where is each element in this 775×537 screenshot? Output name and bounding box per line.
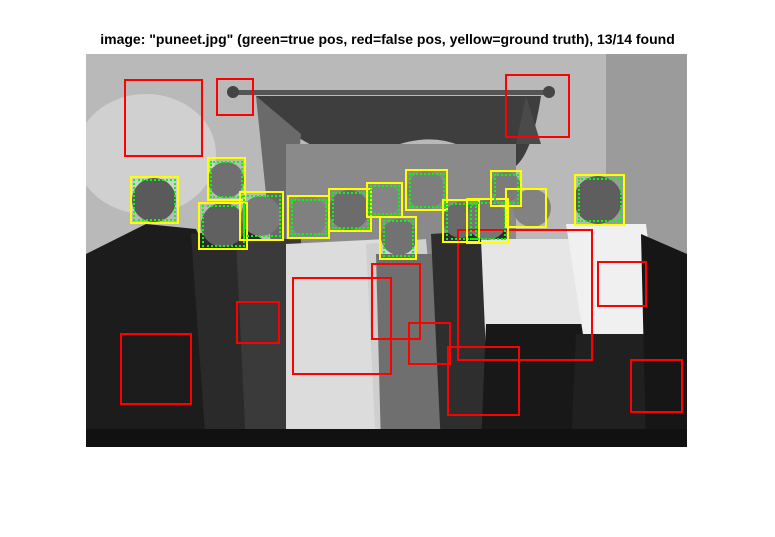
false-positive-box (236, 301, 280, 344)
true-positive-box (243, 195, 281, 237)
false-positive-box (216, 78, 254, 116)
ground-truth-box (207, 157, 246, 201)
false-positive-box (630, 359, 683, 413)
group-photo (86, 54, 687, 447)
false-positive-box (124, 79, 203, 157)
ground-truth-box (379, 216, 417, 260)
true-positive-box (446, 203, 477, 240)
true-positive-box (470, 202, 506, 240)
false-positive-box (120, 333, 192, 405)
ground-truth-box (405, 169, 448, 211)
ground-truth-box (505, 188, 547, 228)
false-positive-box (292, 277, 392, 375)
false-positive-box (371, 263, 421, 340)
ground-truth-box (198, 202, 248, 250)
true-positive-box (383, 220, 414, 257)
ground-truth-box (466, 198, 509, 244)
false-positive-box (447, 346, 520, 416)
false-positive-box (505, 74, 570, 138)
true-positive-box (370, 185, 400, 215)
false-positive-box (597, 261, 647, 307)
ground-truth-box (574, 174, 625, 226)
true-positive-box (133, 179, 176, 221)
true-positive-box (332, 192, 369, 229)
ground-truth-box (442, 199, 480, 243)
false-positive-box (457, 229, 593, 361)
ground-truth-box (239, 191, 284, 241)
false-positive-box (408, 322, 451, 365)
true-positive-box (409, 173, 445, 208)
figure-title: image: "puneet.jpg" (green=true pos, red… (100, 31, 675, 47)
true-positive-box (210, 161, 243, 198)
true-positive-box (291, 199, 327, 235)
ground-truth-box (130, 176, 179, 224)
true-positive-box (578, 178, 622, 222)
